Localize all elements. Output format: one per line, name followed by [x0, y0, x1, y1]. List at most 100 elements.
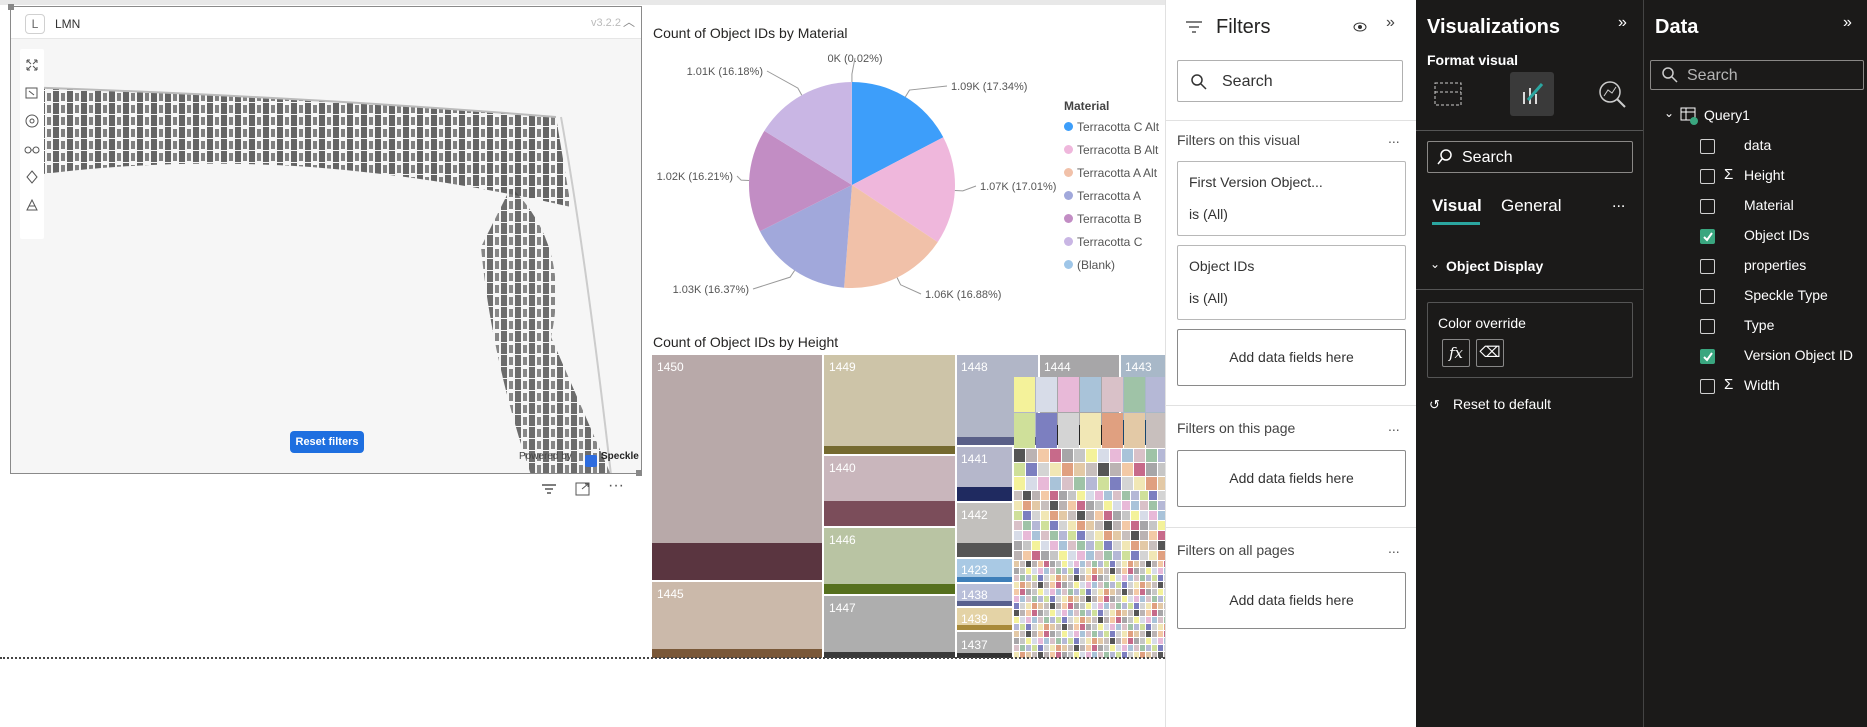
treemap-tile[interactable] [1110, 596, 1115, 602]
treemap-tile[interactable] [1080, 603, 1085, 609]
treemap-tile[interactable] [1098, 617, 1103, 623]
treemap-tile[interactable] [1014, 501, 1022, 510]
treemap-tile[interactable] [1056, 575, 1061, 581]
treemap-tile[interactable] [1032, 645, 1037, 651]
treemap-tile[interactable] [1110, 645, 1115, 651]
field-checkbox[interactable] [1700, 319, 1715, 334]
treemap-tile[interactable] [1158, 631, 1163, 637]
tab-visual[interactable]: Visual [1432, 196, 1482, 215]
treemap-tile[interactable] [1146, 568, 1151, 574]
treemap-tile[interactable] [1095, 491, 1103, 500]
treemap-tile[interactable] [1158, 617, 1163, 623]
treemap-tile[interactable] [1158, 541, 1166, 550]
treemap-tile[interactable] [1020, 638, 1025, 644]
treemap-tile[interactable] [1059, 551, 1067, 560]
treemap-tile[interactable] [1036, 413, 1057, 448]
treemap-tile[interactable] [1044, 589, 1049, 595]
treemap-tile[interactable] [1110, 624, 1115, 630]
treemap-tile[interactable] [1032, 652, 1037, 658]
treemap-tile[interactable] [1056, 582, 1061, 588]
treemap-tile[interactable] [1104, 610, 1109, 616]
treemap-tile[interactable] [1050, 582, 1055, 588]
more-options-icon[interactable]: ··· [608, 477, 624, 494]
treemap-tile[interactable] [1056, 645, 1061, 651]
treemap-tile[interactable] [1044, 638, 1049, 644]
treemap-tile[interactable] [1131, 491, 1139, 500]
treemap-tile[interactable] [1124, 377, 1145, 412]
treemap-tile[interactable] [1086, 561, 1091, 567]
treemap-tile[interactable] [1116, 610, 1121, 616]
treemap-tile[interactable] [1110, 652, 1115, 658]
treemap-tile[interactable] [1104, 561, 1109, 567]
treemap-tile[interactable] [1059, 531, 1067, 540]
object-display-section[interactable]: Object Display [1446, 258, 1544, 274]
treemap-tile[interactable] [1122, 531, 1130, 540]
treemap-tile[interactable] [1014, 541, 1022, 550]
treemap-tile[interactable] [1080, 645, 1085, 651]
treemap-tile[interactable] [1122, 521, 1130, 530]
treemap-tile[interactable] [1020, 582, 1025, 588]
treemap-tile[interactable] [1158, 561, 1163, 567]
treemap-tile[interactable] [1058, 377, 1079, 412]
treemap-tile[interactable] [1068, 551, 1076, 560]
treemap-tile[interactable] [1140, 610, 1145, 616]
treemap-tile[interactable] [1074, 610, 1079, 616]
treemap-tile[interactable] [1014, 413, 1035, 448]
treemap-tile[interactable] [1134, 463, 1145, 476]
treemap-tile[interactable] [1044, 568, 1049, 574]
treemap-tile[interactable] [1134, 582, 1139, 588]
treemap-tile[interactable] [1080, 377, 1101, 412]
treemap-tile[interactable] [1032, 589, 1037, 595]
treemap-tile[interactable] [1158, 645, 1163, 651]
treemap-tile[interactable] [1062, 645, 1067, 651]
treemap-chart[interactable]: 1450 1445 1449 1440 1446 1447 1448 1444 … [652, 355, 1166, 658]
format-visual-tab[interactable] [1510, 72, 1554, 116]
pie-chart[interactable]: 1.09K (17.34%) 1.07K (17.01%) 1.06K (16.88… [645, 50, 1165, 330]
treemap-tile[interactable] [1068, 582, 1073, 588]
treemap-tile[interactable] [1128, 610, 1133, 616]
treemap-tile[interactable] [1158, 477, 1166, 490]
treemap-tile[interactable] [1026, 463, 1037, 476]
treemap-tile[interactable] [1074, 463, 1085, 476]
treemap-tile[interactable] [1026, 631, 1031, 637]
treemap-tile[interactable] [1092, 631, 1097, 637]
treemap-tile[interactable] [1050, 596, 1055, 602]
treemap-tile[interactable] [1026, 638, 1031, 644]
treemap-tile[interactable] [1086, 449, 1097, 462]
treemap-tile[interactable] [1020, 603, 1025, 609]
treemap-tile[interactable] [1062, 610, 1067, 616]
treemap-tile[interactable] [1050, 645, 1055, 651]
treemap-tile[interactable] [1086, 610, 1091, 616]
treemap-tile[interactable] [1014, 511, 1022, 520]
treemap-tile[interactable] [1086, 463, 1097, 476]
treemap-tile[interactable] [1102, 413, 1123, 448]
treemap-tile[interactable] [1122, 449, 1133, 462]
more-options-icon[interactable]: ... [1612, 194, 1626, 211]
treemap-tile[interactable] [1062, 449, 1073, 462]
treemap-tile[interactable] [1086, 511, 1094, 520]
treemap-tile[interactable] [1050, 449, 1061, 462]
treemap-tile[interactable] [1158, 511, 1166, 520]
treemap-tile[interactable] [1062, 589, 1067, 595]
treemap-tile[interactable] [1026, 603, 1031, 609]
treemap-tile[interactable] [1122, 582, 1127, 588]
treemap-tile[interactable] [1032, 531, 1040, 540]
treemap-tile[interactable] [1056, 610, 1061, 616]
treemap-tile[interactable] [1086, 531, 1094, 540]
treemap-tile[interactable] [1026, 617, 1031, 623]
treemap-tile[interactable] [1140, 501, 1148, 510]
treemap-tile[interactable] [1134, 568, 1139, 574]
treemap-tile[interactable] [1041, 521, 1049, 530]
treemap-tile[interactable] [1068, 561, 1073, 567]
treemap-tile[interactable] [1140, 645, 1145, 651]
treemap-tile[interactable] [1056, 631, 1061, 637]
treemap-tile[interactable] [1116, 624, 1121, 630]
treemap-tile[interactable] [1149, 551, 1157, 560]
treemap-tile[interactable] [1044, 575, 1049, 581]
treemap-tile[interactable] [1056, 603, 1061, 609]
treemap-tile[interactable] [1023, 491, 1031, 500]
treemap-tile[interactable] [1110, 568, 1115, 574]
eye-icon[interactable] [1352, 20, 1368, 34]
treemap-tile[interactable] [1014, 477, 1025, 490]
treemap-tile[interactable] [1116, 617, 1121, 623]
